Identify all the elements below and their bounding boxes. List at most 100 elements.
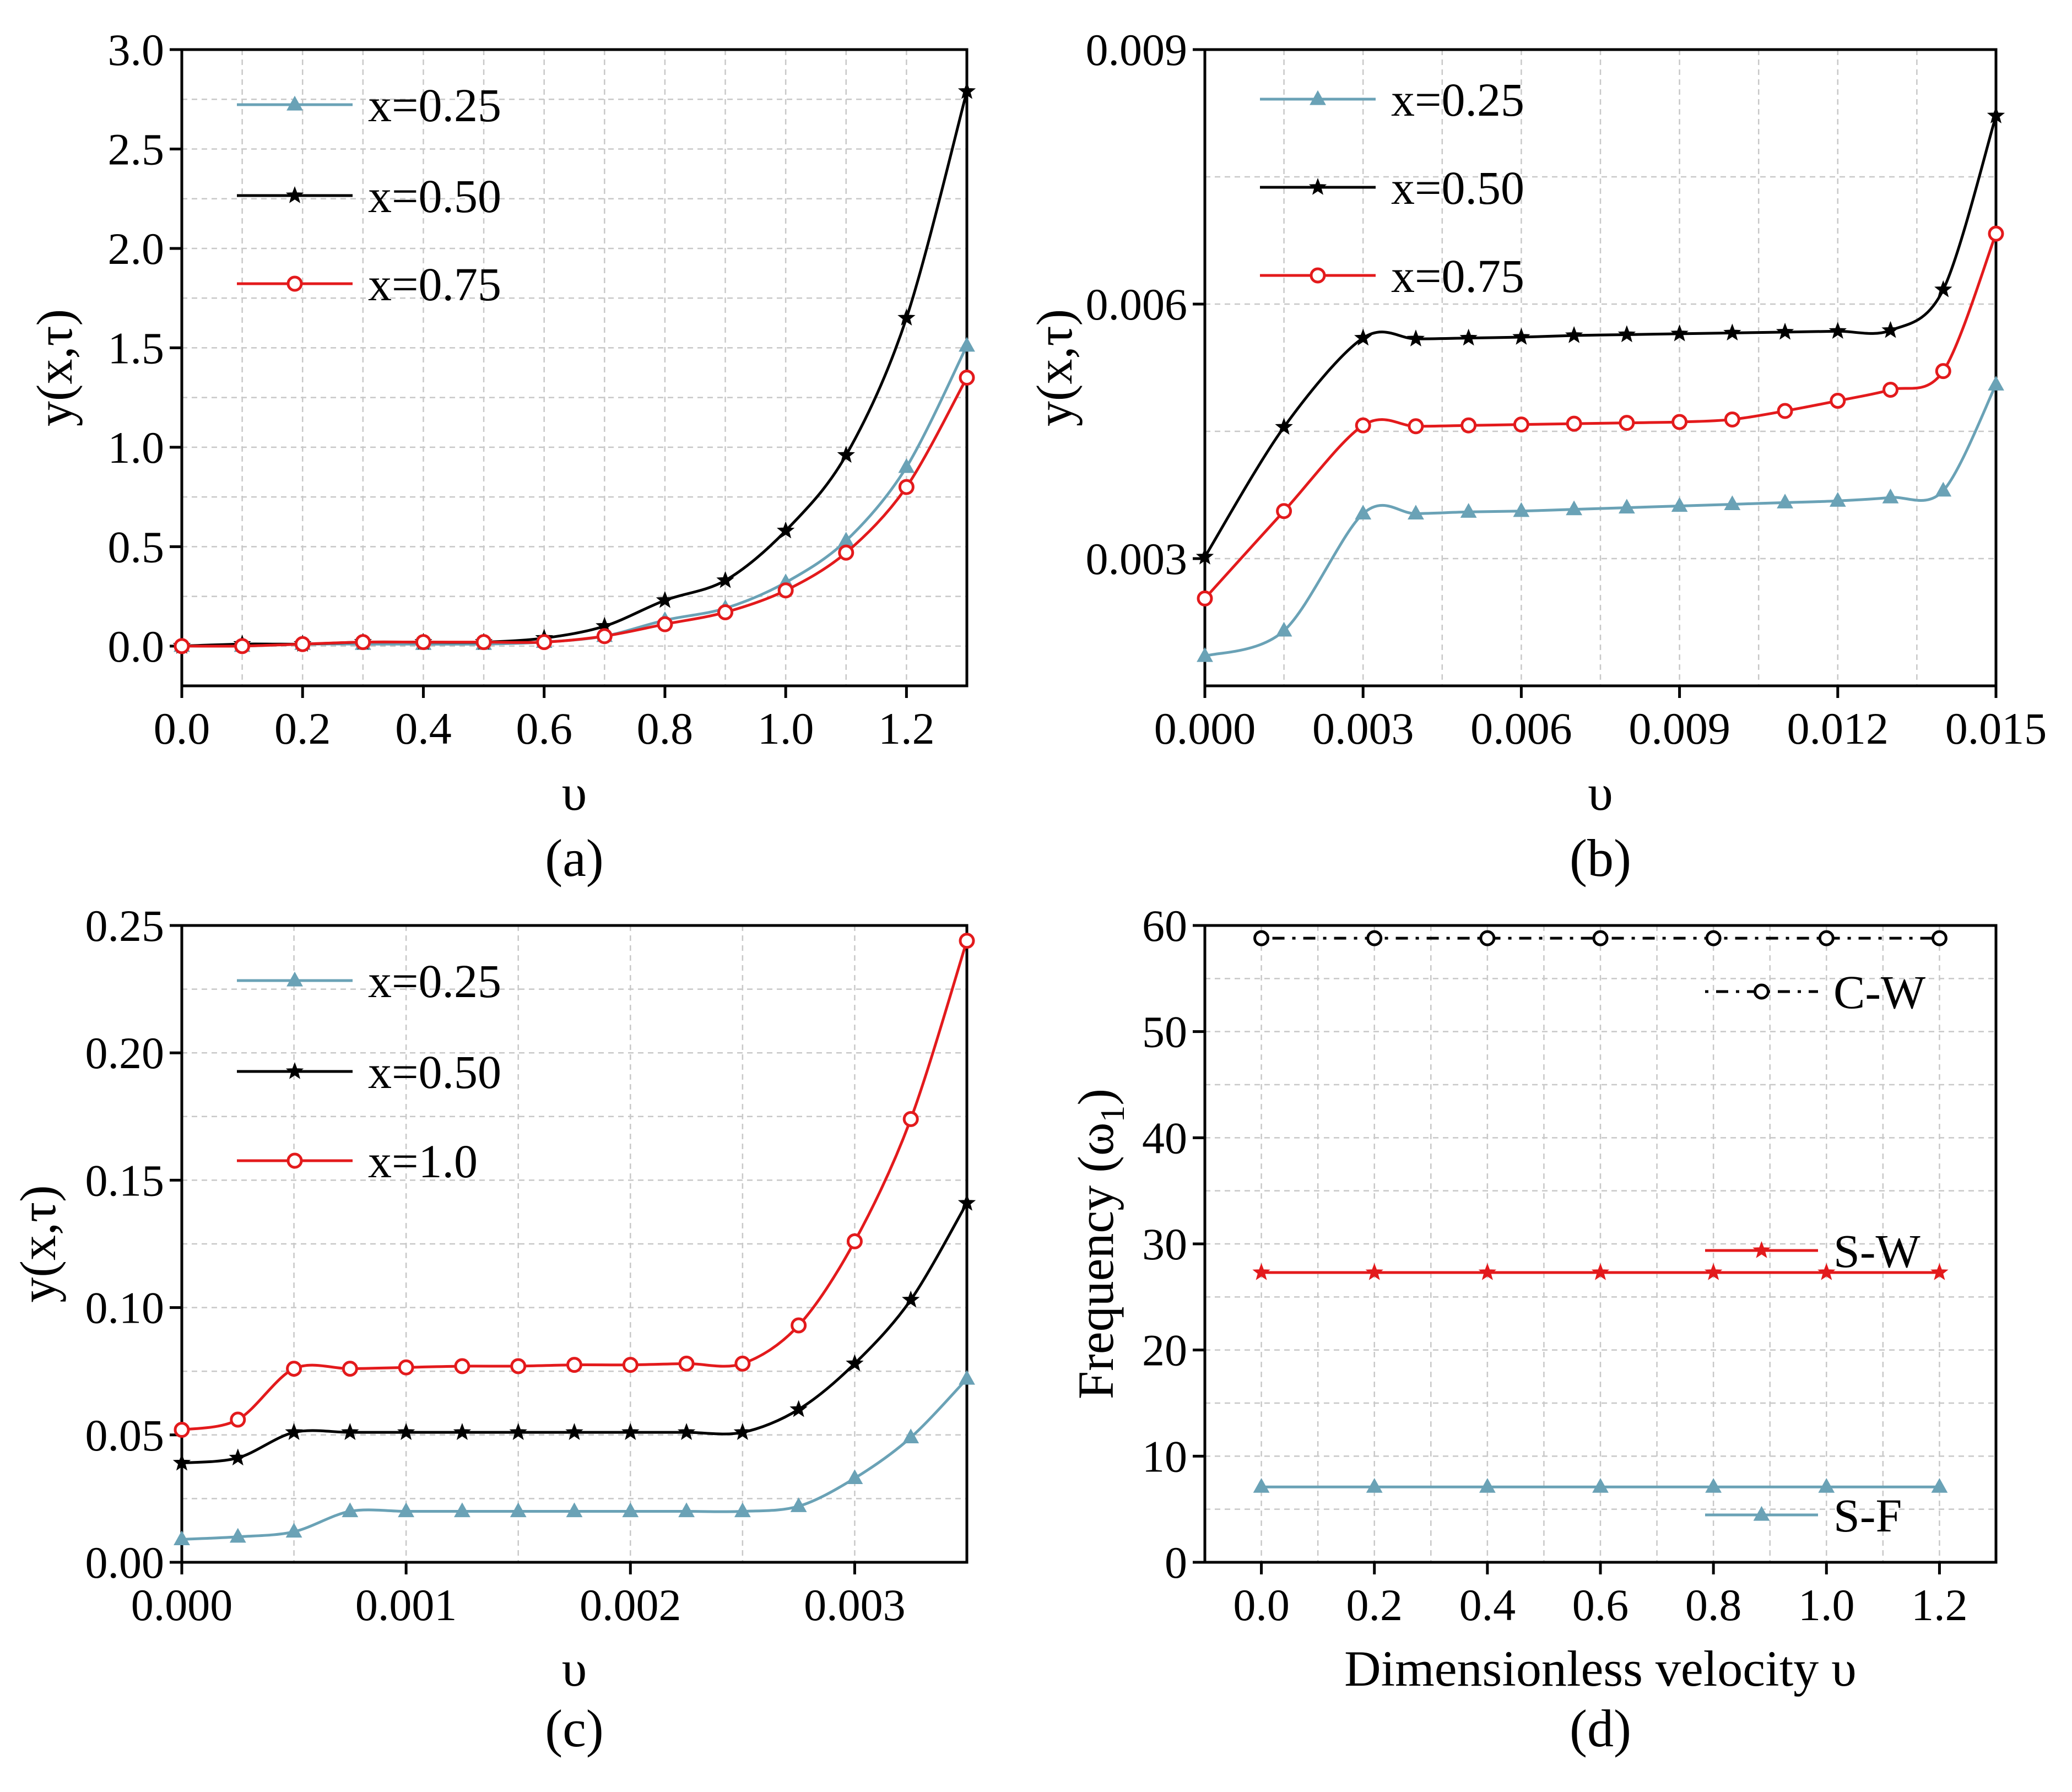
data-point xyxy=(510,1502,527,1518)
data-point xyxy=(1408,418,1424,435)
y-tick-label: 0.10 xyxy=(85,1283,165,1333)
data-point xyxy=(286,1361,302,1377)
data-point xyxy=(1671,497,1688,512)
data-point xyxy=(1988,376,2004,391)
data-point xyxy=(1881,321,1900,338)
data-point xyxy=(1479,930,1496,946)
chart-d: 0.0 0.2 0.4 0.6 0.8 1.0 1.2 0 10 20 30 40 50 60 Dimens… xyxy=(1068,901,1998,1758)
data-point xyxy=(733,1423,752,1440)
x-tick-label: 1.2 xyxy=(878,703,935,754)
grid-lines xyxy=(1204,48,1997,686)
x-axis-label: Dimensionless velocity υ xyxy=(1344,1641,1857,1697)
series-x=1.0 xyxy=(174,933,975,1438)
data-point xyxy=(1705,930,1722,946)
data-point xyxy=(342,1502,359,1518)
data-point xyxy=(734,1355,751,1372)
x-tick-label: 0.4 xyxy=(395,703,452,754)
data-point xyxy=(837,446,855,463)
legend: C-W S-W S-F xyxy=(1705,966,1925,1542)
y-tick-label: 2.0 xyxy=(108,224,165,274)
data-point xyxy=(230,1411,246,1428)
data-point xyxy=(1934,280,1952,297)
series-S-F xyxy=(1253,1478,1948,1493)
legend-label: x=0.75 xyxy=(1391,250,1524,302)
data-point xyxy=(1882,488,1899,504)
y-axis-label-end: ) xyxy=(1068,1089,1124,1106)
x-tick-label: 0.0 xyxy=(1233,1580,1290,1630)
data-point xyxy=(454,1358,470,1374)
legend-label: C-W xyxy=(1833,966,1925,1019)
data-point xyxy=(1828,322,1847,339)
data-point xyxy=(1513,416,1529,433)
data-point xyxy=(902,1428,919,1443)
x-tick-label: 0.003 xyxy=(804,1580,906,1630)
x-tick-label: 0.001 xyxy=(355,1580,457,1630)
series-line xyxy=(181,377,969,648)
legend-label: x=0.75 xyxy=(368,258,501,311)
x-tick-label: 0.002 xyxy=(580,1580,681,1630)
data-point xyxy=(1460,503,1477,518)
y-tick-label: 0.00 xyxy=(85,1537,165,1588)
data-point xyxy=(229,1528,246,1543)
data-point xyxy=(174,1530,190,1545)
data-point xyxy=(1366,1478,1383,1493)
x-tick-label: 0.000 xyxy=(131,1580,233,1630)
x-tick-label: 0.0 xyxy=(154,703,210,754)
data-point xyxy=(1724,495,1741,511)
y-tick-label: 30 xyxy=(1142,1219,1187,1269)
data-point xyxy=(1354,328,1372,346)
data-point xyxy=(1987,106,2005,123)
data-point xyxy=(846,1469,863,1484)
data-point xyxy=(234,638,251,654)
legend-label: x=0.50 xyxy=(1391,161,1524,214)
legend-marker xyxy=(1753,1506,1770,1521)
legend-marker xyxy=(286,971,303,987)
data-point xyxy=(1513,502,1530,517)
y-tick-label: 0.003 xyxy=(1086,534,1188,584)
data-point xyxy=(1566,415,1582,432)
legend-marker xyxy=(1310,90,1326,105)
data-point xyxy=(898,479,915,495)
legend-marker xyxy=(286,1152,303,1169)
y-axis-label-main: y(x,τ) xyxy=(1026,309,1083,426)
data-point xyxy=(398,1502,415,1518)
data-point xyxy=(1829,492,1846,507)
data-point xyxy=(1931,1478,1948,1493)
data-point xyxy=(1882,382,1899,398)
data-point xyxy=(838,544,854,561)
chart-c: 0.000 0.001 0.002 0.003 0.00 0.05 0.10 0.15 0.20… xyxy=(10,901,976,1758)
y-axis-label: y(x,τ) xyxy=(10,1185,66,1302)
data-point xyxy=(898,458,915,473)
data-point xyxy=(510,1358,527,1374)
series-x=0.50 xyxy=(172,82,976,654)
data-point xyxy=(1355,505,1372,519)
subplot-caption: (b) xyxy=(1570,829,1631,887)
data-point xyxy=(1818,930,1835,946)
legend-marker xyxy=(1752,1241,1771,1258)
y-tick-label: 20 xyxy=(1142,1325,1187,1376)
legend-marker xyxy=(286,275,303,292)
y-tick-label: 2.5 xyxy=(108,124,165,174)
data-point xyxy=(1777,494,1793,508)
data-point xyxy=(1592,1478,1609,1493)
y-tick-label: 0.25 xyxy=(85,901,165,951)
data-point xyxy=(1195,547,1214,565)
legend-marker xyxy=(1310,267,1326,284)
data-point xyxy=(1704,1263,1723,1280)
data-point xyxy=(1931,930,1947,946)
data-point xyxy=(1592,930,1609,946)
data-point xyxy=(678,1355,695,1372)
data-point xyxy=(1479,1478,1496,1493)
data-point xyxy=(1406,329,1425,347)
data-point xyxy=(1671,414,1688,430)
data-point xyxy=(1366,930,1383,946)
data-point xyxy=(1252,1263,1270,1280)
data-point xyxy=(790,1497,807,1512)
data-point xyxy=(1618,499,1635,514)
y-tick-label: 10 xyxy=(1142,1431,1187,1481)
data-point xyxy=(789,1400,808,1417)
legend-label: x=0.50 xyxy=(368,170,501,223)
x-tick-label: 0.2 xyxy=(1346,1580,1403,1630)
subplot-caption: (d) xyxy=(1570,1699,1631,1758)
data-point xyxy=(957,82,976,99)
